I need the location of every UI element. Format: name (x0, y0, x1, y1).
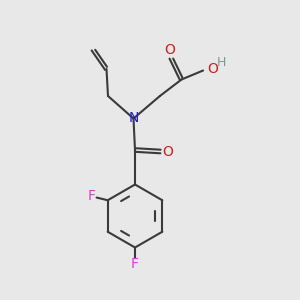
Text: H: H (217, 56, 226, 69)
Text: O: O (164, 43, 175, 56)
Text: O: O (163, 145, 173, 158)
Text: F: F (131, 257, 139, 271)
Text: F: F (87, 189, 95, 203)
Text: N: N (128, 112, 139, 125)
Text: O: O (208, 62, 218, 76)
